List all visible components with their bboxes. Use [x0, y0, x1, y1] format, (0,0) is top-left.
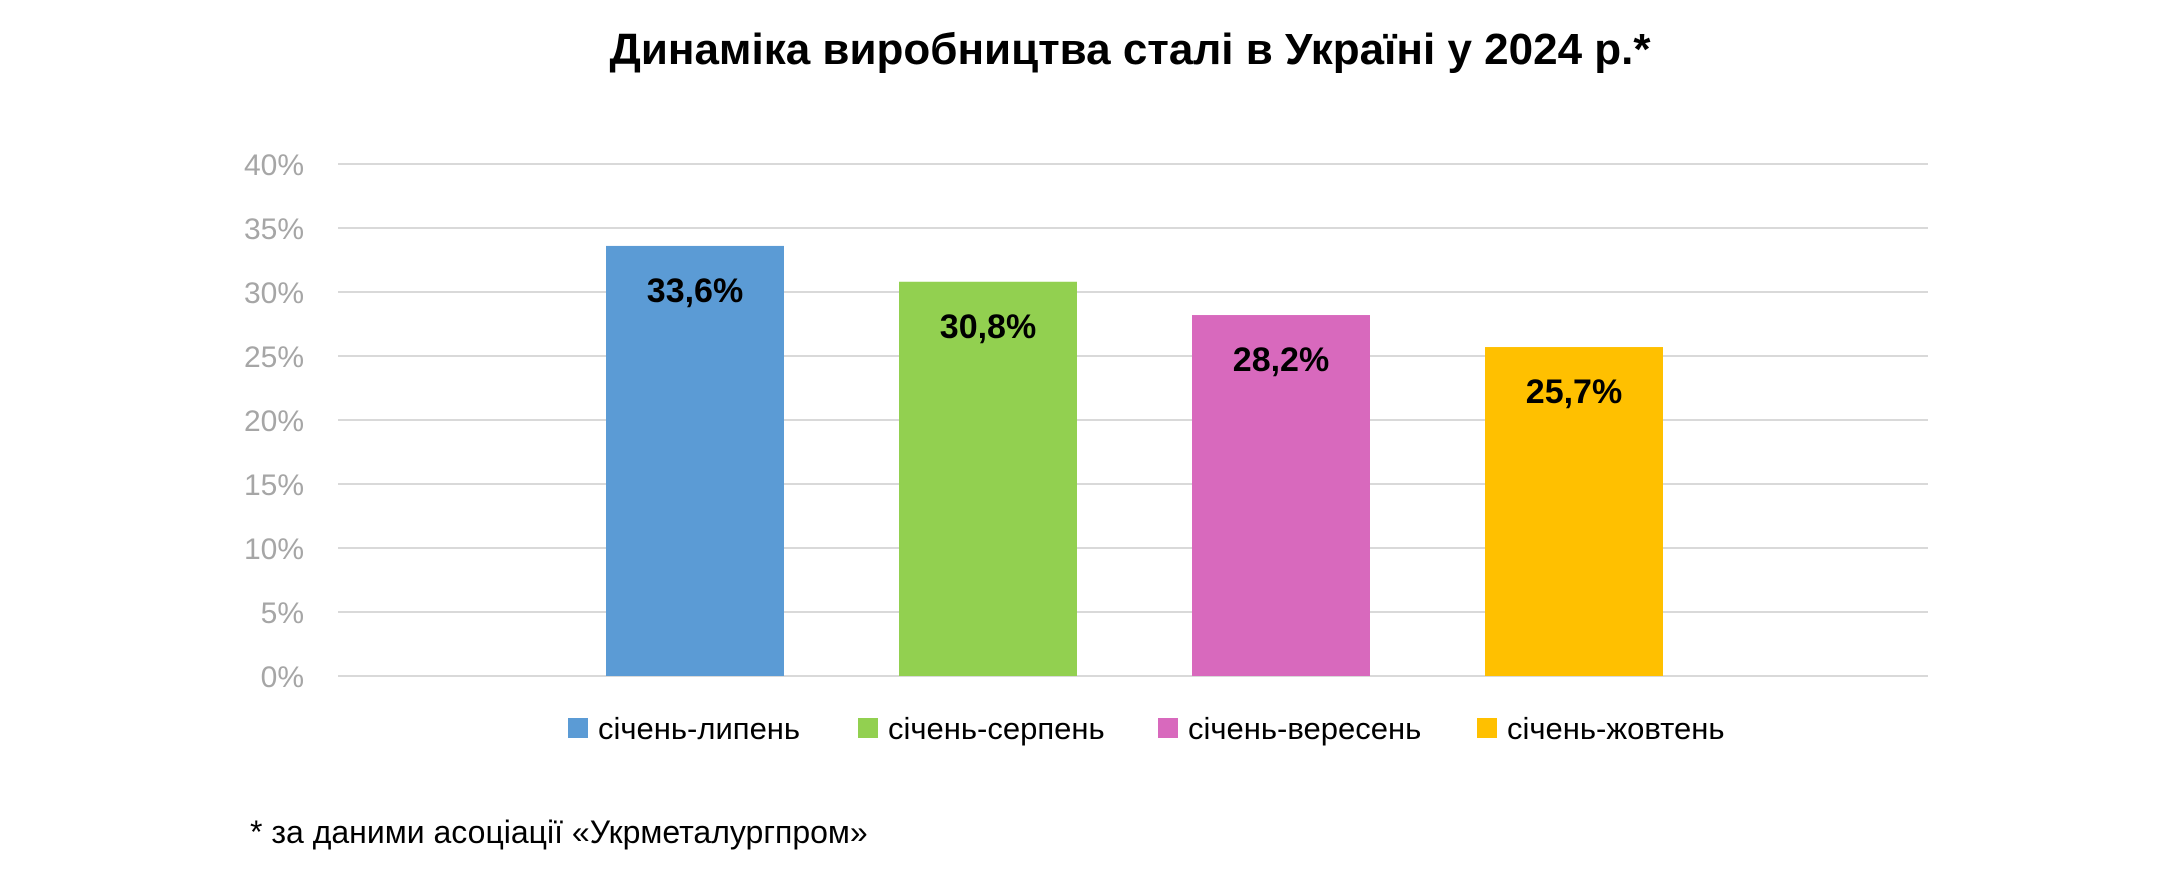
legend-swatch: [568, 718, 588, 738]
footnote: * за даними асоціації «Укрметалургпром»: [250, 814, 868, 850]
y-tick-label: 0%: [261, 661, 304, 694]
legend-swatch: [858, 718, 878, 738]
legend-item: січень-липень: [568, 711, 800, 746]
bar: [899, 281, 1077, 676]
bars: [606, 245, 1663, 677]
data-label: 30,8%: [940, 308, 1036, 346]
legend-label: січень-серпень: [888, 711, 1105, 746]
legend-label: січень-липень: [598, 711, 800, 746]
gridlines: [338, 163, 1928, 677]
bar: [1192, 315, 1370, 676]
legend-swatch: [1477, 718, 1497, 738]
data-label: 28,2%: [1233, 341, 1329, 379]
y-tick-label: 5%: [261, 597, 304, 630]
y-tick-label: 25%: [244, 341, 304, 374]
legend: січень-липень січень-серпень січень-вересе…: [568, 711, 1725, 746]
legend-item: січень-жовтень: [1477, 711, 1725, 746]
y-tick-label: 40%: [244, 149, 304, 182]
y-tick-label: 35%: [244, 213, 304, 246]
data-labels: 33,6% 30,8% 28,2% 25,7%: [647, 272, 1622, 411]
y-axis-ticks: 0% 5% 10% 15% 20% 25% 30% 35% 40%: [244, 149, 304, 694]
legend-item: січень-серпень: [858, 711, 1105, 746]
legend-swatch: [1158, 718, 1178, 738]
legend-item: січень-вересень: [1158, 711, 1421, 746]
y-tick-label: 10%: [244, 533, 304, 566]
bar: [606, 245, 784, 677]
y-tick-label: 20%: [244, 405, 304, 438]
chart-title: Динаміка виробництва сталі в Україні у 2…: [609, 25, 1651, 74]
legend-label: січень-вересень: [1188, 711, 1421, 746]
y-tick-label: 15%: [244, 469, 304, 502]
y-tick-label: 30%: [244, 277, 304, 310]
data-label: 25,7%: [1526, 373, 1622, 411]
legend-label: січень-жовтень: [1507, 711, 1725, 746]
bar: [1485, 347, 1663, 676]
data-label: 33,6%: [647, 272, 743, 310]
